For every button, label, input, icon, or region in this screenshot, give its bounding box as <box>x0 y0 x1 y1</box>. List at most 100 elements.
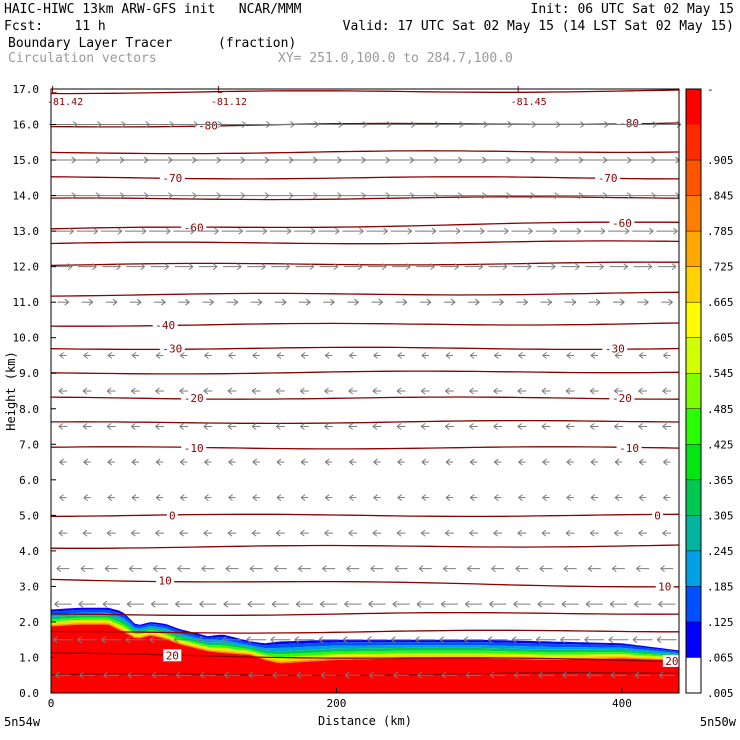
low-marker: L <box>517 85 523 96</box>
wind-vector <box>197 227 219 235</box>
wind-vector <box>340 156 366 164</box>
temperature-contours: -80 -80 -70 -70 -60 -60 -40 -30 -30 -20 -20 -10 -10 0… <box>50 89 681 677</box>
x-start-location: 5n54w <box>4 715 41 729</box>
wind-vector <box>100 227 123 235</box>
wind-vector <box>421 352 429 359</box>
wind-vector <box>180 494 188 501</box>
wind-vector <box>445 423 454 430</box>
wind-vector <box>564 298 577 306</box>
wind-vector <box>292 156 318 164</box>
wind-vector <box>485 192 511 199</box>
wind-vector <box>440 600 458 608</box>
wind-vector <box>392 600 410 608</box>
wind-vector <box>251 387 261 395</box>
extremum-labels: L-81.42L-81.12L-81.45 <box>47 85 547 108</box>
low-marker: L <box>51 85 57 96</box>
wind-vector <box>275 423 285 430</box>
wind-vector <box>294 227 316 235</box>
wind-vector <box>179 529 189 537</box>
colorbar-swatch <box>686 89 701 126</box>
wind-vector <box>195 192 221 199</box>
wind-vector <box>101 636 122 644</box>
wind-vector <box>319 263 339 271</box>
wind-vector <box>368 600 386 608</box>
wind-vector <box>57 298 69 306</box>
wind-vector <box>219 156 246 164</box>
colorbar-label: .485 <box>707 403 734 416</box>
wind-vector <box>561 263 580 271</box>
colorbar-label: .905 <box>707 154 734 167</box>
wind-vector <box>638 352 647 359</box>
wind-vector <box>201 565 215 573</box>
wind-vector <box>179 387 189 395</box>
axes: 0.0 1.0 2.0 3.0 4.0 5.0 6.0 7.0 8.0 9.0 10.0 11.0 12… <box>4 83 737 729</box>
y-tick-label: 7.0 <box>19 438 39 451</box>
wind-vector <box>532 121 561 128</box>
wind-vector <box>563 565 577 573</box>
wind-vector <box>126 263 145 271</box>
circulation-vectors <box>49 121 682 679</box>
wind-vector <box>250 298 263 306</box>
wind-vector <box>180 352 188 359</box>
wind-vector <box>271 600 289 608</box>
wind-vector <box>198 263 218 271</box>
wind-vector <box>155 423 164 430</box>
wind-vector <box>589 529 599 537</box>
x-tick-label: 0 <box>48 697 55 710</box>
tracer-shading <box>51 607 679 693</box>
wind-vector <box>223 600 241 608</box>
wind-vector <box>245 227 268 235</box>
contour-label: 0 <box>169 509 176 522</box>
wind-vector <box>614 423 623 430</box>
wind-vector <box>78 263 97 271</box>
wind-vector <box>632 636 653 644</box>
x-axis-label: Distance (km) <box>318 714 412 728</box>
wind-vector <box>436 156 463 164</box>
wind-vector <box>419 298 432 306</box>
wind-vector <box>663 494 671 501</box>
wind-vector <box>203 529 213 537</box>
wind-vector <box>228 494 236 501</box>
contour-9 <box>50 652 680 663</box>
wind-vector <box>469 423 478 430</box>
wind-vector <box>536 636 556 644</box>
wind-vector <box>52 636 73 644</box>
wind-vector <box>104 565 118 573</box>
wind-vector <box>180 458 188 466</box>
wind-vector <box>533 192 560 199</box>
wind-vector <box>271 263 290 271</box>
wind-vector <box>242 121 271 128</box>
wind-vector <box>366 227 388 235</box>
wind-vector <box>614 458 623 466</box>
wind-vector <box>107 494 115 501</box>
wind-vector <box>396 423 406 430</box>
wind-vector <box>661 298 673 306</box>
wind-vector <box>509 192 535 199</box>
wind-vector <box>122 156 149 164</box>
colorbar-label: .425 <box>707 438 734 451</box>
wind-vector <box>177 565 191 573</box>
wind-vector <box>300 458 309 466</box>
wind-vector <box>175 671 192 679</box>
wind-vector <box>562 671 579 679</box>
y-tick-label: 8.0 <box>19 403 39 416</box>
wind-vector <box>614 529 623 537</box>
wind-vector <box>295 263 315 271</box>
wind-vector <box>202 298 214 306</box>
wind-vector <box>366 636 387 644</box>
wind-vector <box>324 352 333 359</box>
contour-8 <box>50 578 679 588</box>
wind-vector <box>590 352 598 359</box>
wind-vector <box>537 263 556 271</box>
wind-vector <box>589 423 599 430</box>
wind-vector <box>590 458 598 466</box>
wind-vector <box>324 387 333 395</box>
wind-vector <box>487 227 509 235</box>
wind-vector <box>300 352 309 359</box>
wind-vector <box>397 352 405 359</box>
wind-vector <box>195 156 221 164</box>
wind-vector <box>348 387 358 395</box>
wind-vector <box>443 298 456 306</box>
wind-vector <box>367 263 387 271</box>
